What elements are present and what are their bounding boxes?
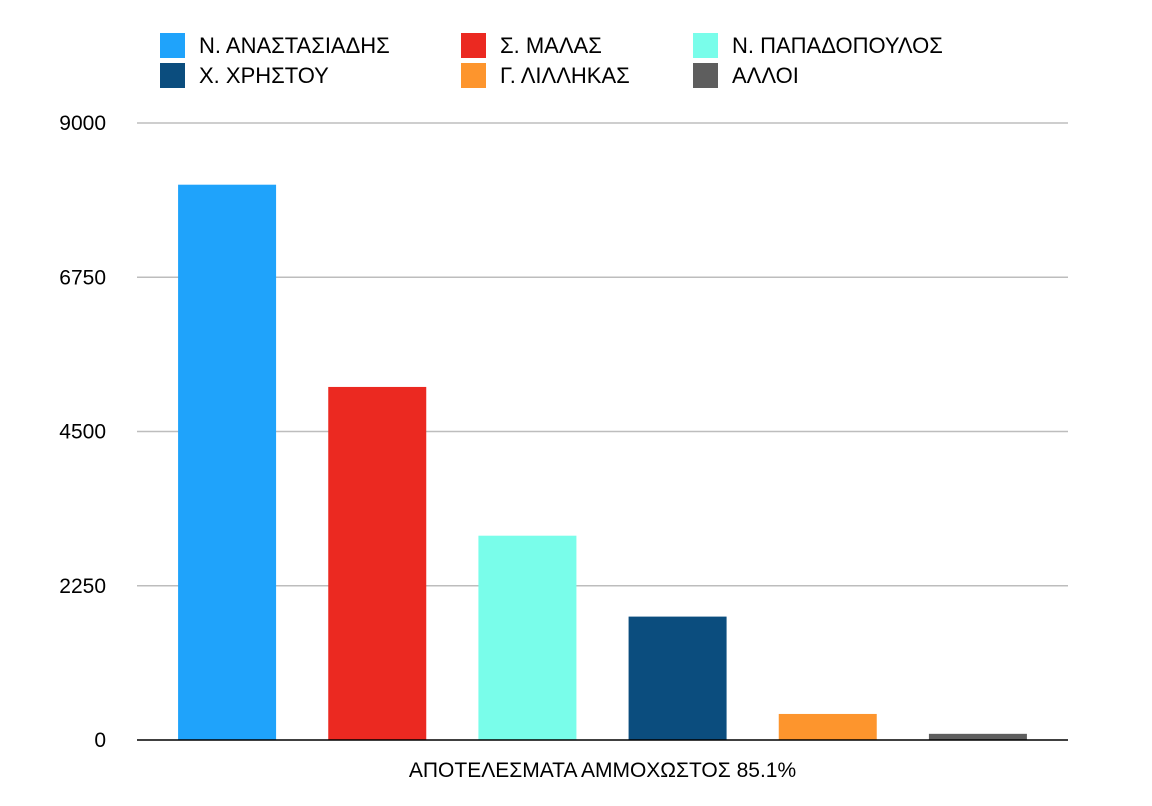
bar (328, 386, 427, 740)
x-axis-title: ΑΠΟΤΕΛΕΣΜΑΤΑ ΑΜΜΟΧΩΣΤΟΣ 85.1% (409, 759, 796, 782)
bar (178, 184, 277, 740)
y-tick-label: 0 (94, 729, 106, 752)
legend-label: Ν. ΠΑΠΑΔΟΠΟΥΛΟΣ (732, 33, 943, 58)
bar (628, 616, 727, 740)
y-tick-label: 2250 (59, 575, 106, 598)
legend-swatch (160, 33, 185, 58)
legend-label: Χ. ΧΡΗΣΤΟΥ (199, 63, 329, 88)
legend-swatch (693, 63, 718, 88)
y-tick-label: 9000 (59, 112, 106, 135)
legend-label: Ν. ΑΝΑΣΤΑΣΙΑΔΗΣ (199, 33, 390, 58)
legend-swatch (461, 63, 486, 88)
legend-swatch (160, 63, 185, 88)
bar (928, 733, 1027, 740)
y-axis-tick-labels: 0 2250 4500 6750 9000 (59, 112, 106, 752)
bar (478, 535, 577, 740)
y-tick-label: 4500 (59, 421, 106, 444)
legend-label: Σ. ΜΑΛΑΣ (500, 33, 602, 58)
legend-label: Γ. ΛΙΛΛΗΚΑΣ (500, 63, 630, 88)
legend: Ν. ΑΝΑΣΤΑΣΙΑΔΗΣ Σ. ΜΑΛΑΣ Ν. ΠΑΠΑΔΟΠΟΥΛΟΣ Χ.… (160, 33, 943, 88)
legend-swatch (693, 33, 718, 58)
gridlines (137, 122, 1068, 587)
bar (778, 713, 877, 740)
y-tick-label: 6750 (59, 266, 106, 289)
legend-swatch (461, 33, 486, 58)
bars (178, 184, 1027, 740)
legend-label: ΑΛΛΟΙ (732, 63, 799, 88)
